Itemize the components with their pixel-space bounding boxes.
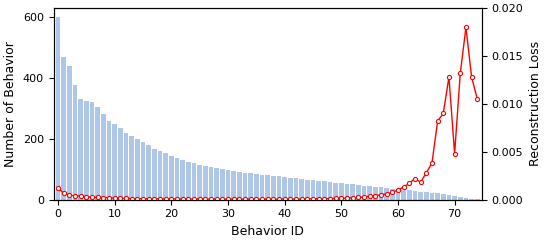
Bar: [475, 199, 479, 200]
Bar: [96, 107, 100, 200]
Bar: [215, 168, 219, 200]
Bar: [225, 170, 230, 200]
Bar: [260, 175, 264, 200]
Bar: [163, 153, 168, 200]
Bar: [186, 162, 191, 200]
Bar: [209, 167, 213, 200]
Bar: [146, 145, 151, 200]
Bar: [351, 184, 355, 200]
Bar: [124, 133, 128, 200]
Bar: [175, 158, 179, 200]
Bar: [390, 189, 395, 200]
Bar: [339, 183, 343, 200]
Bar: [67, 66, 72, 200]
Bar: [271, 176, 276, 200]
Bar: [361, 186, 366, 200]
Bar: [470, 199, 474, 200]
Y-axis label: Number of Behavior: Number of Behavior: [4, 41, 17, 167]
Bar: [458, 197, 462, 200]
Bar: [441, 194, 446, 200]
Bar: [62, 57, 66, 200]
Bar: [311, 180, 315, 200]
Bar: [232, 171, 236, 200]
Bar: [79, 99, 83, 200]
Bar: [220, 169, 224, 200]
Bar: [265, 175, 270, 200]
Bar: [407, 190, 412, 200]
Bar: [248, 174, 253, 200]
Bar: [334, 182, 338, 200]
Bar: [316, 181, 321, 200]
Bar: [118, 128, 123, 200]
Bar: [367, 186, 372, 200]
Bar: [277, 176, 281, 200]
Bar: [243, 173, 247, 200]
Bar: [198, 165, 202, 200]
Bar: [452, 196, 457, 200]
Bar: [169, 156, 174, 200]
Bar: [447, 195, 451, 200]
Bar: [107, 121, 111, 200]
Bar: [413, 191, 417, 200]
Bar: [322, 181, 327, 200]
Bar: [101, 114, 106, 200]
Y-axis label: Reconstruction Loss: Reconstruction Loss: [529, 41, 542, 166]
Bar: [73, 85, 78, 200]
Bar: [396, 189, 400, 200]
Bar: [152, 149, 157, 200]
Bar: [254, 174, 259, 200]
Bar: [56, 17, 61, 200]
Bar: [299, 179, 304, 200]
Bar: [401, 190, 406, 200]
Bar: [282, 177, 287, 200]
Bar: [112, 124, 117, 200]
Bar: [424, 192, 429, 200]
Bar: [181, 160, 185, 200]
Bar: [384, 188, 389, 200]
Bar: [129, 136, 134, 200]
Bar: [305, 180, 310, 200]
X-axis label: Behavior ID: Behavior ID: [232, 225, 304, 238]
Bar: [373, 187, 378, 200]
Bar: [203, 166, 207, 200]
Bar: [192, 163, 197, 200]
Bar: [435, 194, 440, 200]
Bar: [356, 185, 360, 200]
Bar: [237, 172, 242, 200]
Bar: [345, 184, 349, 200]
Bar: [430, 193, 434, 200]
Bar: [464, 198, 468, 200]
Bar: [90, 102, 94, 200]
Bar: [328, 182, 333, 200]
Bar: [294, 178, 298, 200]
Bar: [379, 187, 383, 200]
Bar: [135, 139, 140, 200]
Bar: [141, 142, 145, 200]
Bar: [288, 178, 293, 200]
Bar: [84, 101, 88, 200]
Bar: [418, 192, 423, 200]
Bar: [158, 151, 162, 200]
